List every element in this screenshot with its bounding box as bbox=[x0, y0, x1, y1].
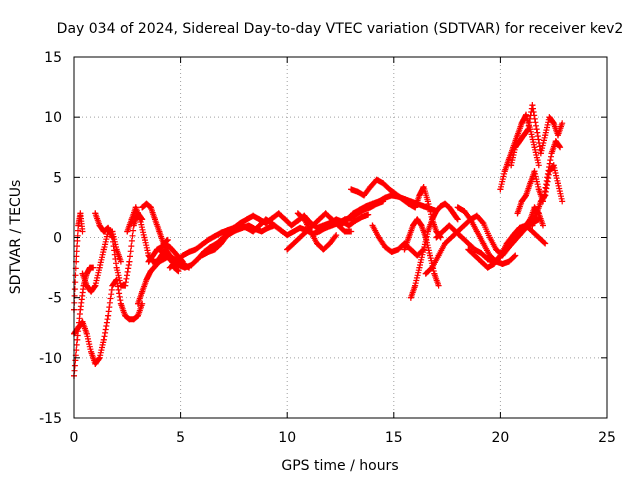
tick-labels: 0 5 10 15 20 25 -15 -10 -5 0 5 10 15 bbox=[39, 50, 616, 446]
data-point-trail bbox=[348, 176, 418, 210]
data-point-trail bbox=[407, 200, 461, 301]
data-series bbox=[71, 102, 566, 379]
data-point-trail bbox=[92, 210, 145, 289]
x-tick-label: 20 bbox=[491, 430, 509, 446]
x-axis-label: GPS time / hours bbox=[281, 458, 398, 474]
y-tick-label: 10 bbox=[44, 110, 62, 126]
data-point-trail bbox=[508, 102, 565, 169]
y-tick-label: 0 bbox=[53, 231, 62, 247]
series-t16 bbox=[348, 176, 419, 211]
x-tick-label: 5 bbox=[176, 430, 185, 446]
data-point-trail bbox=[497, 111, 542, 193]
y-tick-label: 5 bbox=[53, 170, 62, 186]
data-point-trail bbox=[518, 204, 546, 235]
y-tick-label: -15 bbox=[39, 411, 62, 427]
series-t26 bbox=[508, 102, 566, 169]
data-point-trail bbox=[294, 210, 339, 253]
y-tick-label: 15 bbox=[44, 50, 62, 66]
axis-ticks bbox=[73, 56, 608, 419]
y-tick-label: -5 bbox=[48, 291, 62, 307]
data-point-trail bbox=[401, 216, 441, 287]
series-t29 bbox=[518, 204, 546, 235]
x-tick-label: 0 bbox=[70, 430, 79, 446]
chart-title: Day 034 of 2024, Sidereal Day-to-day VTE… bbox=[57, 21, 624, 37]
series-t27 bbox=[514, 138, 564, 217]
x-tick-label: 15 bbox=[385, 430, 403, 446]
series-t19 bbox=[407, 200, 461, 301]
y-tick-label: -10 bbox=[39, 351, 62, 367]
x-tick-label: 25 bbox=[598, 430, 616, 446]
data-point-trail bbox=[514, 138, 563, 217]
x-tick-label: 10 bbox=[278, 430, 296, 446]
grid bbox=[74, 57, 607, 418]
data-point-trail bbox=[156, 198, 386, 271]
data-point-trail bbox=[71, 276, 145, 367]
series-t8 bbox=[139, 200, 171, 247]
series-t12 bbox=[198, 216, 276, 259]
data-point-trail bbox=[529, 162, 565, 229]
series-t17 bbox=[369, 222, 427, 259]
y-axis-label: SDTVAR / TECUs bbox=[8, 180, 24, 295]
series-t28 bbox=[529, 162, 566, 229]
data-point-trail bbox=[198, 216, 275, 259]
series-t13 bbox=[284, 210, 355, 253]
series-t14 bbox=[294, 210, 340, 253]
series-t18 bbox=[401, 216, 442, 289]
plot-frame bbox=[73, 56, 608, 419]
data-point-trail bbox=[369, 222, 426, 259]
